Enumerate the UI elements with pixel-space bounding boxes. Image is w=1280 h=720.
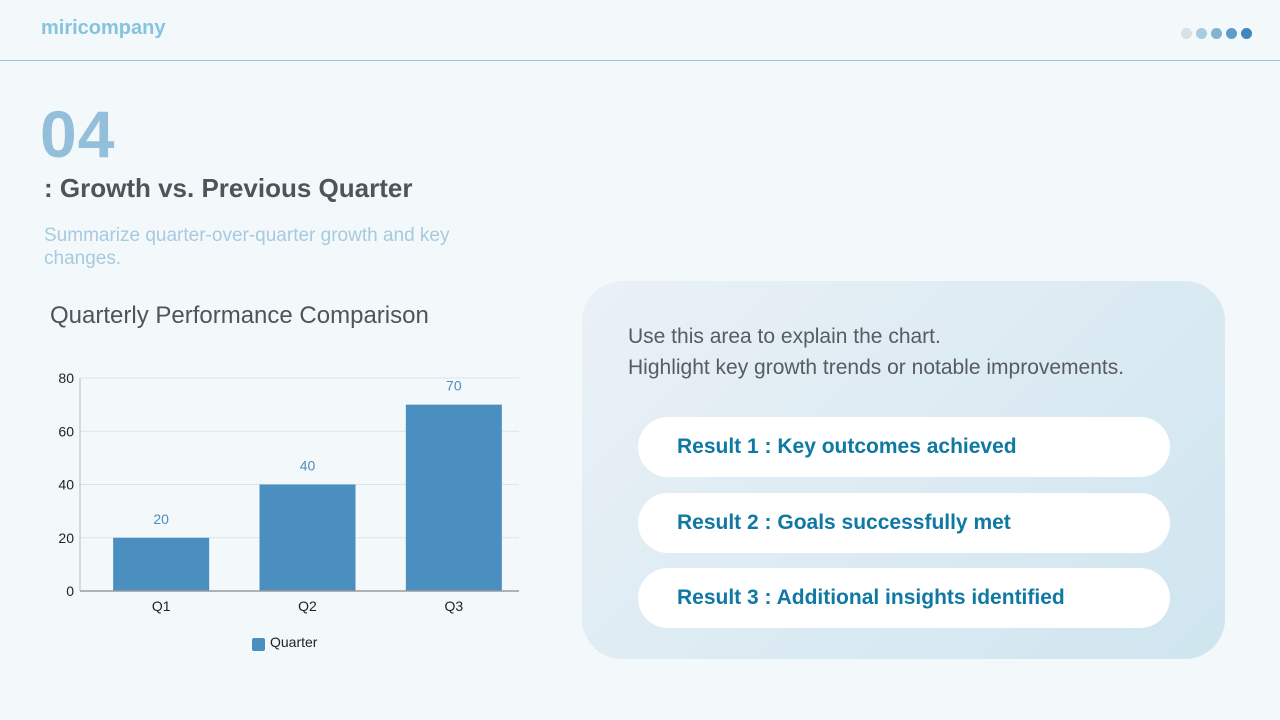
brand-logo: miricompany [41,17,166,39]
explanation-line: Highlight key growth trends or notable i… [628,356,1125,379]
slide-title: : Growth vs. Previous Quarter [44,173,413,203]
chart-title: Quarterly Performance Comparison [50,302,429,329]
bar-q1 [113,537,210,591]
y-tick-label: 0 [66,583,74,599]
x-tick-label: Q3 [444,598,463,614]
legend-swatch [252,638,265,651]
progress-dot [1211,28,1222,39]
y-tick-label: 60 [58,423,74,439]
progress-dots [1181,28,1252,39]
bar-chart: 0 20 40 60 80 20 Q1 40 Q2 70 Q3 Quarter [58,370,519,651]
progress-dot [1241,28,1252,39]
x-tick-label: Q2 [298,598,317,614]
result-pill-1: Result 1 : Key outcomes achieved [638,417,1170,477]
slide-subtitle: Summarize quarter-over-quarter growth an… [44,225,450,269]
explanation-panel: Use this area to explain the chart. High… [582,281,1225,659]
slide-number: 04 [40,97,116,171]
data-label: 20 [153,511,169,527]
progress-dot [1226,28,1237,39]
header: miricompany [0,0,1280,61]
y-tick-label: 40 [58,477,74,493]
y-tick-label: 20 [58,530,74,546]
explanation-text: Use this area to explain the chart. High… [628,321,1124,383]
result-pill-2: Result 2 : Goals successfully met [638,493,1170,553]
explanation-line: Use this area to explain the chart. [628,325,941,348]
bar-q3 [405,404,502,591]
progress-dot [1181,28,1192,39]
x-tick-label: Q1 [152,598,171,614]
y-tick-label: 80 [58,370,74,386]
bar-q2 [259,484,356,591]
result-pill-3: Result 3 : Additional insights identifie… [638,568,1170,628]
legend-label: Quarter [270,634,318,650]
data-label: 70 [446,378,462,394]
progress-dot [1196,28,1207,39]
data-label: 40 [300,458,316,474]
